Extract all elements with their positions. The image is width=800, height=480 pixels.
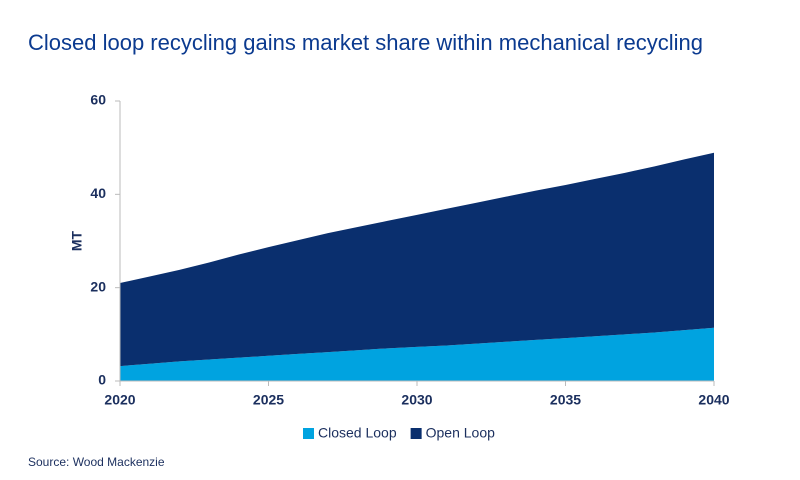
legend-swatch [410,428,422,439]
x-tick-label: 2020 [104,392,135,408]
x-tick-label: 2040 [698,392,729,408]
legend: Closed Loop Open Loop [303,425,495,441]
y-axis-label: MT [69,230,85,251]
legend-label: Open Loop [426,425,495,441]
chart-title: Closed loop recycling gains market share… [28,30,703,55]
y-tick-label: 60 [90,92,106,108]
x-tick-label: 2025 [253,392,284,408]
y-tick-label: 20 [90,278,106,294]
x-tick-label: 2035 [550,392,581,408]
source: Source: Wood Mackenzie [28,455,165,469]
legend-swatch [303,428,314,439]
area [120,327,714,381]
y-tick-label: 40 [90,185,106,201]
area [120,152,714,367]
x-tick-label: 2030 [401,392,432,408]
legend-label: Closed Loop [318,425,397,441]
y-tick-label: 0 [98,372,106,388]
